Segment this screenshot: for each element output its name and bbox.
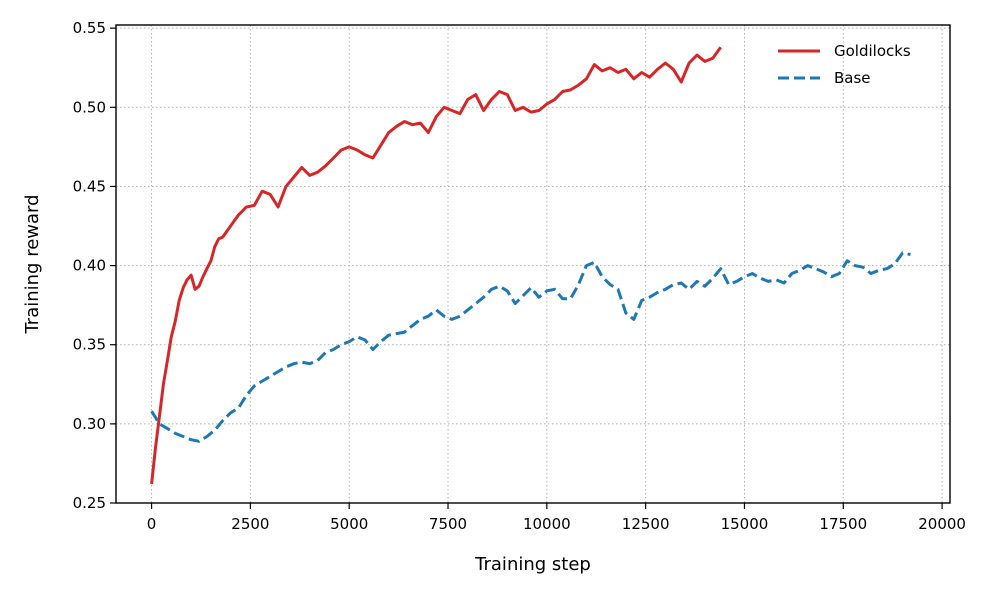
y-tick-label: 0.30 xyxy=(73,415,106,433)
y-tick-label: 0.35 xyxy=(73,336,106,354)
series-layer xyxy=(150,46,911,485)
plot-frame xyxy=(115,24,951,504)
x-tick-label: 2500 xyxy=(231,515,269,533)
y-axis: 0.25 0.30 0.35 0.40 0.45 0.50 0.55 xyxy=(73,19,116,512)
x-tick-label: 0 xyxy=(147,515,157,533)
x-tick-label: 12500 xyxy=(622,515,670,533)
x-tick-label: 20000 xyxy=(918,515,966,533)
series-line-base xyxy=(150,251,911,443)
y-tick-label: 0.45 xyxy=(73,177,106,195)
y-axis-label: Training reward xyxy=(22,194,43,334)
y-tick-label: 0.40 xyxy=(73,257,106,275)
legend-label-goldilocks: Goldilocks xyxy=(834,42,911,60)
x-axis-label: Training step xyxy=(474,554,591,575)
y-tick-label: 0.25 xyxy=(73,494,106,512)
series-line-goldilocks xyxy=(150,46,722,485)
y-tick-label: 0.50 xyxy=(73,98,106,116)
x-tick-label: 15000 xyxy=(721,515,769,533)
x-tick-label: 7500 xyxy=(429,515,467,533)
grid xyxy=(116,25,950,504)
legend-label-base: Base xyxy=(834,69,871,87)
x-axis: 0 2500 5000 7500 10000 12500 15000 17500 20000 xyxy=(147,503,966,533)
x-tick-label: 17500 xyxy=(819,515,867,533)
legend: Goldilocks Base xyxy=(778,42,911,87)
x-tick-label: 5000 xyxy=(330,515,368,533)
y-tick-label: 0.55 xyxy=(73,19,106,37)
x-tick-label: 10000 xyxy=(523,515,571,533)
